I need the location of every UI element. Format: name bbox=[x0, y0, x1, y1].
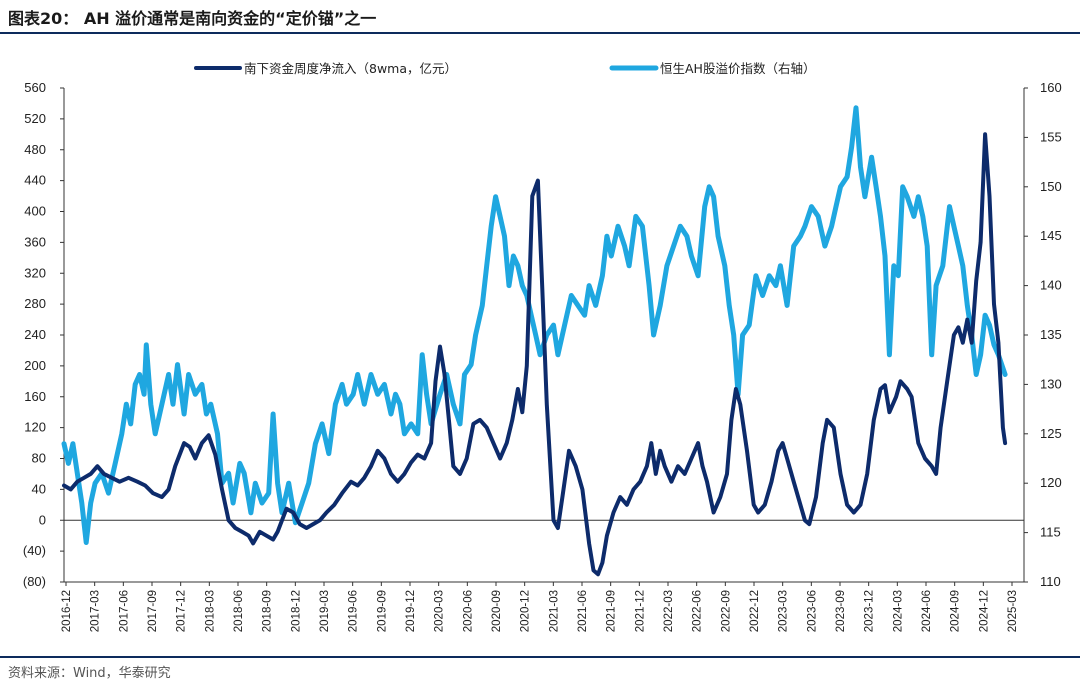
x-tick-label: 2023-12 bbox=[864, 590, 876, 632]
y-left-tick-label: 240 bbox=[24, 327, 46, 342]
x-tick-label: 2023-03 bbox=[778, 590, 790, 632]
x-tick-label: 2017-06 bbox=[118, 590, 130, 632]
axes: (80) (40) 0 40 80 120 160 200 240 280 320 360 400 440… bbox=[23, 80, 1062, 632]
series-layer bbox=[61, 105, 1008, 577]
legend-label-series1: 南下资金周度净流入（8wma，亿元） bbox=[244, 61, 457, 76]
x-tick-label: 2020-03 bbox=[434, 590, 446, 632]
y-left-tick-label: 480 bbox=[24, 142, 46, 157]
y-right-tick-label: 120 bbox=[1040, 475, 1062, 490]
x-tick-label: 2022-06 bbox=[692, 590, 704, 632]
bottom-rule bbox=[0, 656, 1080, 658]
series-southbound-flow-line bbox=[62, 132, 1008, 577]
x-tick-label: 2023-06 bbox=[806, 590, 818, 632]
x-tick-label: 2024-12 bbox=[978, 590, 990, 632]
x-tick-label: 2024-03 bbox=[892, 590, 904, 632]
y-left-tick-label: 120 bbox=[24, 420, 46, 435]
x-tick-label: 2019-03 bbox=[319, 590, 331, 632]
y-right-tick-label: 115 bbox=[1040, 525, 1061, 540]
y-right-tick-label: 160 bbox=[1040, 80, 1062, 95]
x-tick-label: 2018-06 bbox=[233, 590, 245, 632]
y-right-tick-label: 125 bbox=[1040, 426, 1062, 441]
y-left-tick-label: 200 bbox=[24, 358, 46, 373]
y-left-tick-label: 80 bbox=[32, 451, 46, 466]
y-right-tick-label: 155 bbox=[1040, 129, 1062, 144]
y-left-tick-label: 160 bbox=[24, 389, 46, 404]
y-left-tick-label: 0 bbox=[39, 512, 46, 527]
y-left-tick-label: 320 bbox=[24, 265, 46, 280]
y-left-tick-label: 400 bbox=[24, 204, 46, 219]
y-left-tick-label: (40) bbox=[23, 543, 46, 558]
x-tick-label: 2017-03 bbox=[90, 590, 102, 632]
x-tick-label: 2017-09 bbox=[147, 590, 159, 632]
x-tick-label: 2017-12 bbox=[176, 590, 188, 632]
x-tick-label: 2024-09 bbox=[950, 590, 962, 632]
x-tick-label: 2019-06 bbox=[348, 590, 360, 632]
series-ah-premium-line bbox=[61, 105, 1008, 545]
y-left-tick-label: 40 bbox=[32, 481, 46, 496]
y-left-tick-label: 440 bbox=[24, 173, 46, 188]
x-tick-label: 2020-12 bbox=[520, 590, 532, 632]
x-tick-label: 2019-09 bbox=[376, 590, 388, 632]
x-tick-label: 2021-12 bbox=[634, 590, 646, 632]
x-tick-label: 2021-09 bbox=[606, 590, 618, 632]
source-note: 资料来源：Wind，华泰研究 bbox=[8, 666, 171, 681]
x-tick-label: 2018-03 bbox=[204, 590, 216, 632]
y-right-tick-label: 150 bbox=[1040, 179, 1062, 194]
x-tick-label: 2020-06 bbox=[462, 590, 474, 632]
y-right-tick-label: 145 bbox=[1040, 228, 1062, 243]
x-tick-label: 2022-09 bbox=[720, 590, 732, 632]
x-tick-label: 2016-12 bbox=[61, 590, 73, 632]
y-left-tick-label: 360 bbox=[24, 234, 46, 249]
x-tick-label: 2023-09 bbox=[835, 590, 847, 632]
legend: 南下资金周度净流入（8wma，亿元） 恒生AH股溢价指数（右轴） bbox=[194, 61, 815, 76]
x-tick-label: 2018-12 bbox=[290, 590, 302, 632]
y-left-tick-label: 280 bbox=[24, 296, 46, 311]
x-tick-label: 2021-06 bbox=[577, 590, 589, 632]
x-tick-label: 2018-09 bbox=[262, 590, 274, 632]
y-left-tick-label: 560 bbox=[24, 80, 46, 95]
x-tick-label: 2020-09 bbox=[491, 590, 503, 632]
y-right-tick-label: 140 bbox=[1040, 278, 1062, 293]
y-right-tick-label: 110 bbox=[1040, 574, 1061, 589]
legend-label-series2: 恒生AH股溢价指数（右轴） bbox=[660, 61, 815, 76]
y-left-tick-label: (80) bbox=[23, 574, 46, 589]
top-rule bbox=[0, 32, 1080, 34]
y-right-tick-label: 130 bbox=[1040, 376, 1062, 391]
header: 图表20： AH 溢价通常是南向资金的“定价锚”之一 bbox=[0, 0, 1080, 34]
x-tick-label: 2025-03 bbox=[1007, 590, 1019, 632]
x-tick-label: 2019-12 bbox=[405, 590, 417, 632]
dual-axis-line-chart: 南下资金周度净流入（8wma，亿元） 恒生AH股溢价指数（右轴） (80) (40)… bbox=[23, 61, 1062, 632]
x-tick-label: 2022-12 bbox=[749, 590, 761, 632]
x-tick-label: 2024-06 bbox=[921, 590, 933, 632]
chart-title: 图表20： AH 溢价通常是南向资金的“定价锚”之一 bbox=[8, 9, 377, 28]
x-tick-label: 2022-03 bbox=[663, 590, 675, 632]
y-right-tick-label: 135 bbox=[1040, 327, 1062, 342]
x-tick-label: 2021-03 bbox=[548, 590, 560, 632]
y-left-tick-label: 520 bbox=[24, 111, 46, 126]
